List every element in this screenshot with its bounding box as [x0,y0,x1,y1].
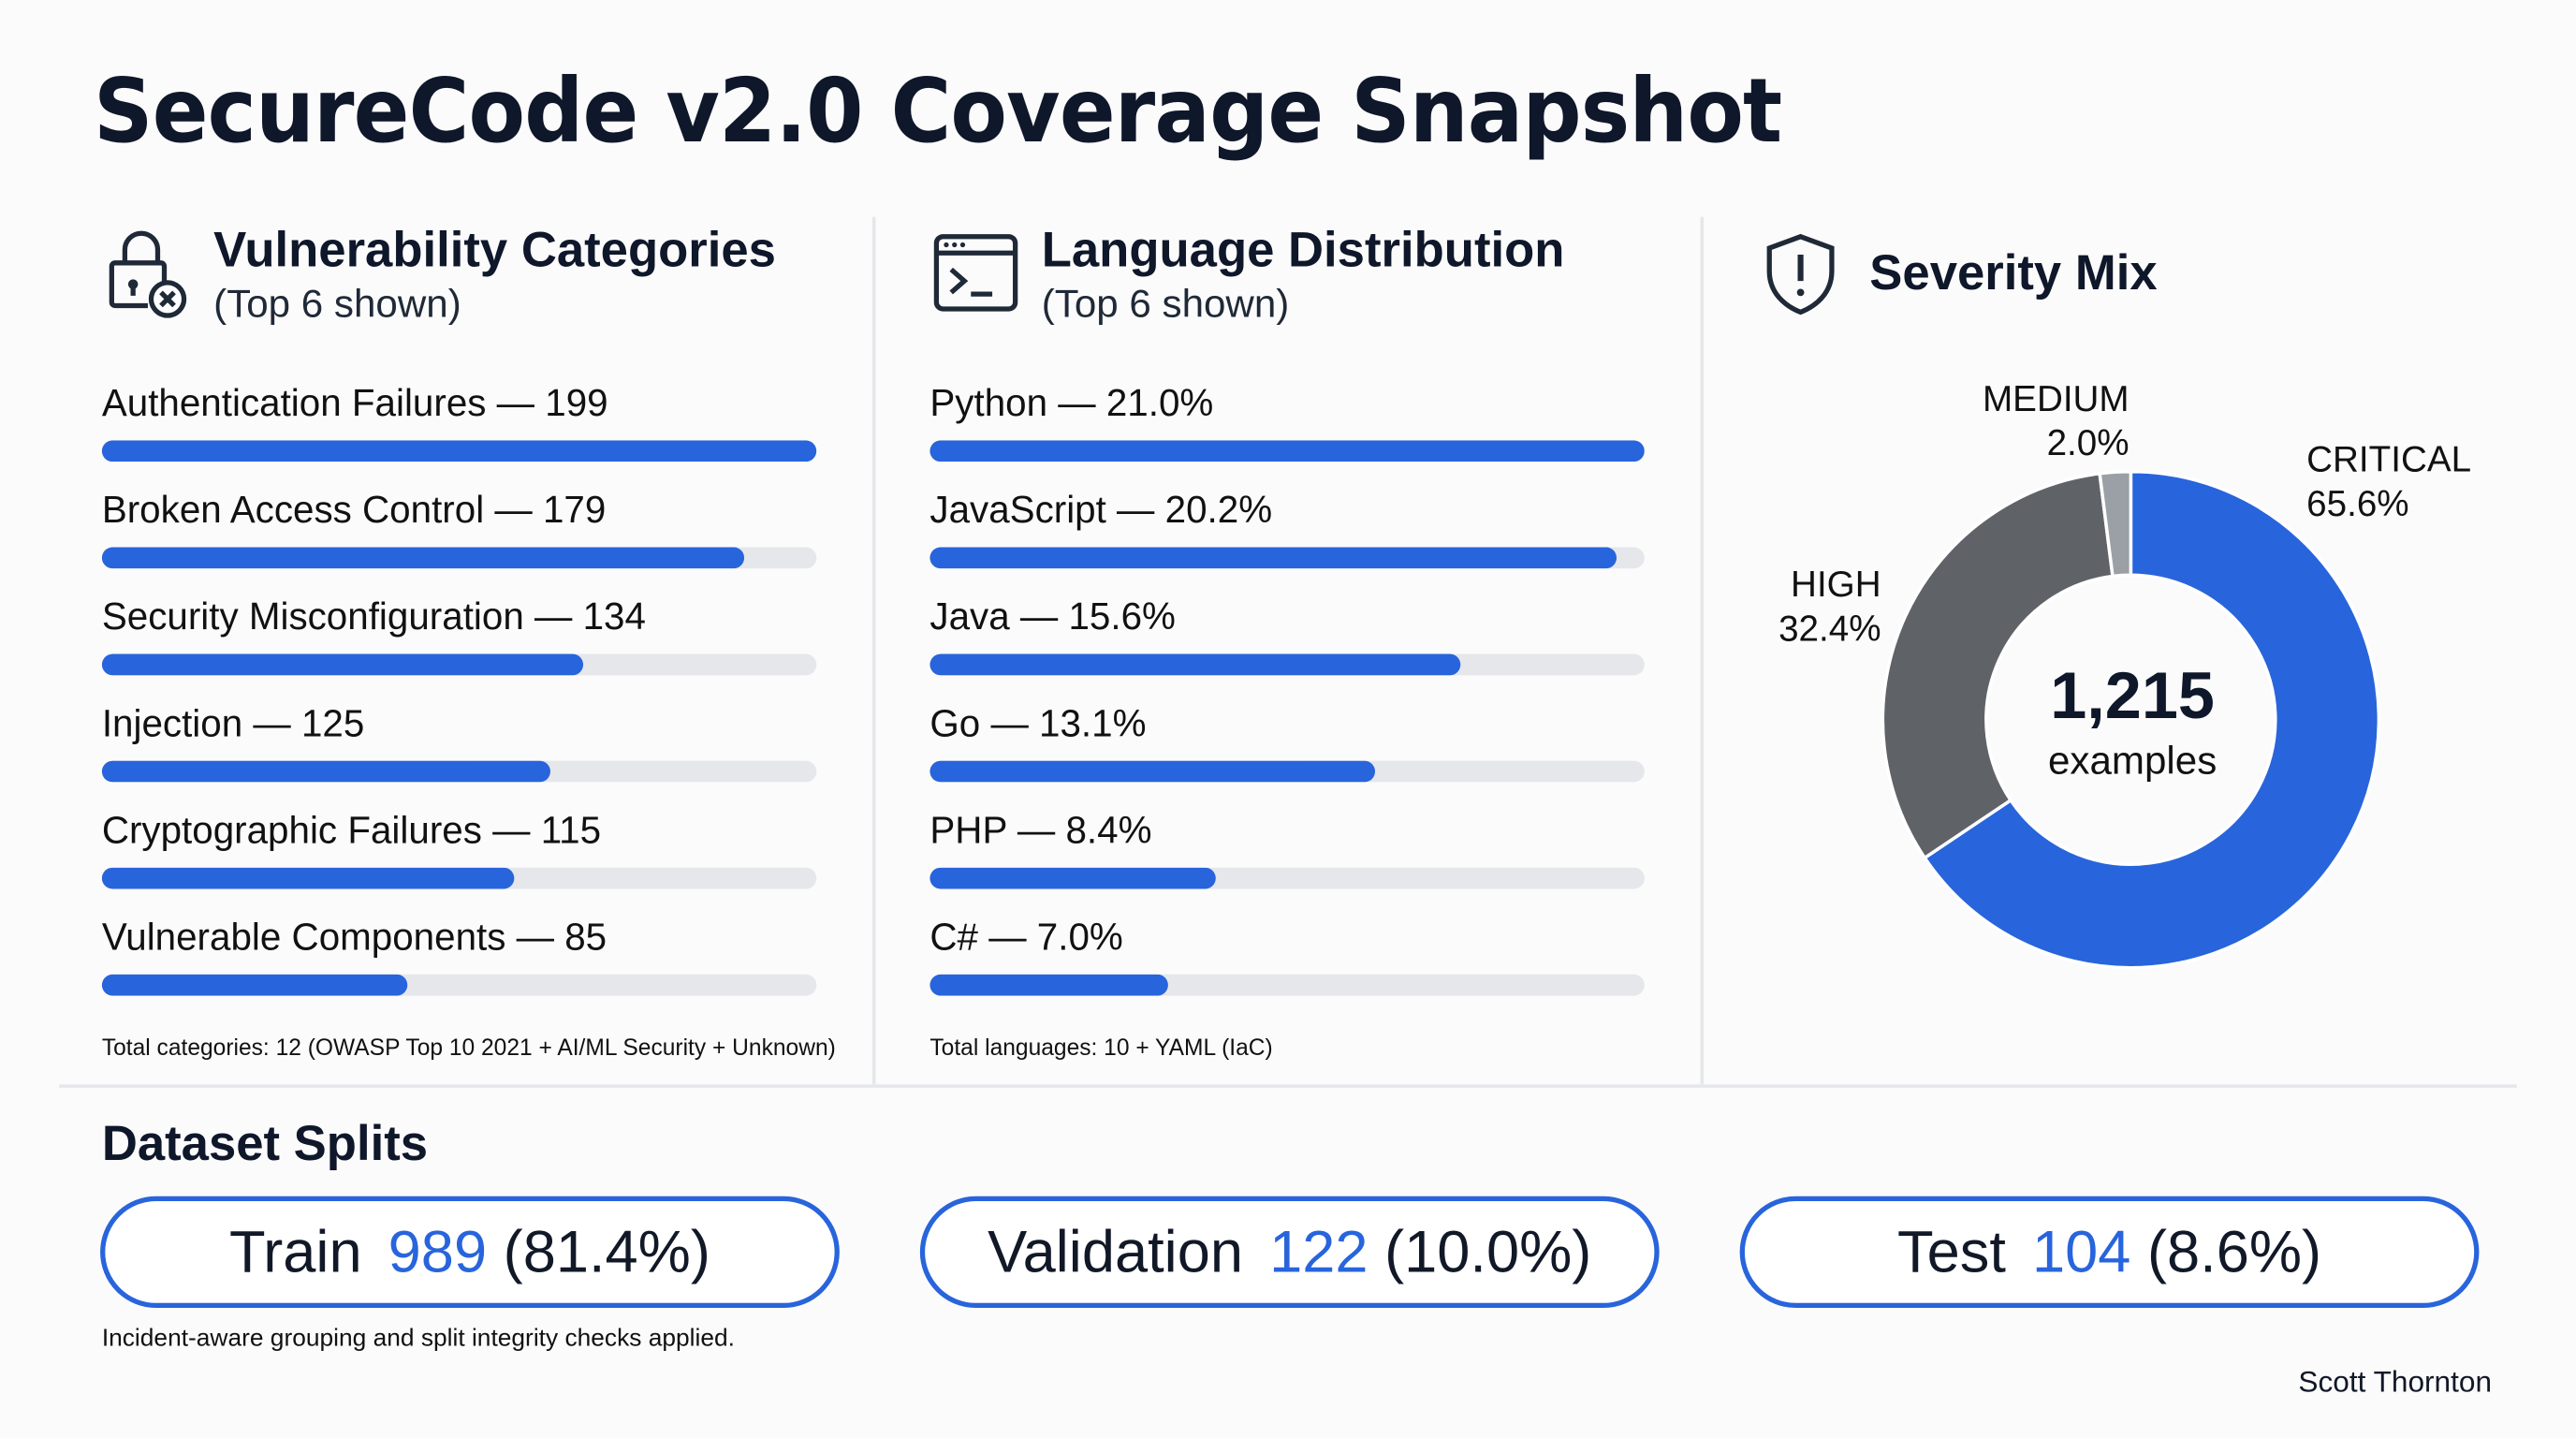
splits-heading: Dataset Splits [101,1117,429,1172]
language-bar-track [929,760,1645,783]
split-percent: (81.4%) [503,1217,710,1285]
language-row-label: Java — 15.6% [929,594,1176,638]
divider [59,1084,2517,1088]
split-count: 104 [2031,1217,2131,1285]
language-bar-track [929,440,1645,462]
vulnerability-row-label: Broken Access Control — 179 [101,488,607,531]
vulnerability-bar-track [101,867,817,889]
slice-value: 2.0% [2046,422,2130,463]
vulnerability-bar-fill [101,440,817,462]
legend-medium: MEDIUM 2.0% [1965,376,2130,465]
total-examples-value: 1,215 [2050,660,2215,733]
language-row-label: Python — 21.0% [929,381,1214,424]
language-bar-fill [929,547,1617,569]
split-test: Test 104 (8.6%) [1739,1196,2480,1309]
language-subheading: (Top 6 shown) [1041,282,1290,328]
severity-heading: Severity Mix [1869,246,2158,301]
split-name: Train [228,1217,362,1285]
vulnerability-bar-fill [101,653,583,676]
author: Scott Thornton [2298,1365,2493,1399]
donut-slice-high [1881,471,2115,860]
split-count: 122 [1269,1217,1368,1285]
language-bar-track [929,547,1645,569]
language-bar-track [929,867,1645,889]
vulnerability-row-label: Authentication Failures — 199 [101,381,608,424]
slice-value: 32.4% [1778,608,1881,650]
splits-note: Incident-aware grouping and split integr… [101,1324,735,1353]
language-bar-track [929,653,1645,676]
vulnerability-row-label: Cryptographic Failures — 115 [101,808,602,852]
language-bar-fill [929,653,1461,676]
vulnerability-heading: Vulnerability Categories [213,223,776,278]
vulnerability-bar-track [101,547,817,569]
language-bar-fill [929,440,1645,462]
donut-slice-critical [1922,469,2381,970]
legend-high: HIGH 32.4% [1771,562,1881,651]
vulnerability-bar-fill [101,974,407,996]
lock-x-icon [109,230,187,318]
slice-label: MEDIUM [1983,377,2130,419]
split-percent: (8.6%) [2146,1217,2322,1285]
language-row-label: JavaScript — 20.2% [929,488,1273,531]
split-validation: Validation 122 (10.0%) [919,1196,1660,1309]
terminal-icon [933,234,1018,312]
legend-critical: CRITICAL 65.6% [2306,437,2471,526]
language-bar-track [929,974,1645,996]
language-bar-fill [929,974,1168,996]
vulnerability-row-label: Vulnerable Components — 85 [101,915,607,959]
vulnerability-bar-track [101,440,817,462]
split-percent: (10.0%) [1384,1217,1592,1285]
split-train: Train 989 (81.4%) [100,1196,840,1309]
language-bar-fill [929,867,1216,889]
language-bar-fill [929,760,1376,783]
vulnerability-bar-fill [101,547,745,569]
language-row-label: C# — 7.0% [929,915,1123,959]
split-count: 989 [388,1217,488,1285]
donut-slice-medium [2098,469,2133,579]
language-row-label: Go — 13.1% [929,701,1147,745]
vulnerability-bar-fill [101,867,516,889]
vulnerability-row-label: Injection — 125 [101,701,365,745]
slice-label: HIGH [1791,563,1881,605]
split-name: Test [1897,1217,2006,1285]
page-title: SecureCode v2.0 Coverage Snapshot [94,59,1782,163]
divider [871,216,876,1085]
vulnerability-bar-track [101,653,817,676]
language-note: Total languages: 10 + YAML (IaC) [929,1033,1273,1061]
total-examples-label: examples [2047,739,2217,785]
vulnerability-subheading: (Top 6 shown) [213,282,461,328]
slice-value: 65.6% [2306,482,2409,524]
vulnerability-row-label: Security Misconfiguration — 134 [101,594,646,638]
shield-alert-icon [1766,233,1835,315]
language-heading: Language Distribution [1041,223,1565,278]
language-row-label: PHP — 8.4% [929,808,1152,852]
slice-label: CRITICAL [2306,438,2472,480]
vulnerability-bar-fill [101,760,551,783]
severity-donut-chart [1881,469,2381,970]
split-name: Validation [988,1217,1244,1285]
vulnerability-bar-track [101,974,817,996]
vulnerability-bar-track [101,760,817,783]
vulnerability-note: Total categories: 12 (OWASP Top 10 2021 … [101,1033,836,1061]
divider [1700,216,1705,1085]
